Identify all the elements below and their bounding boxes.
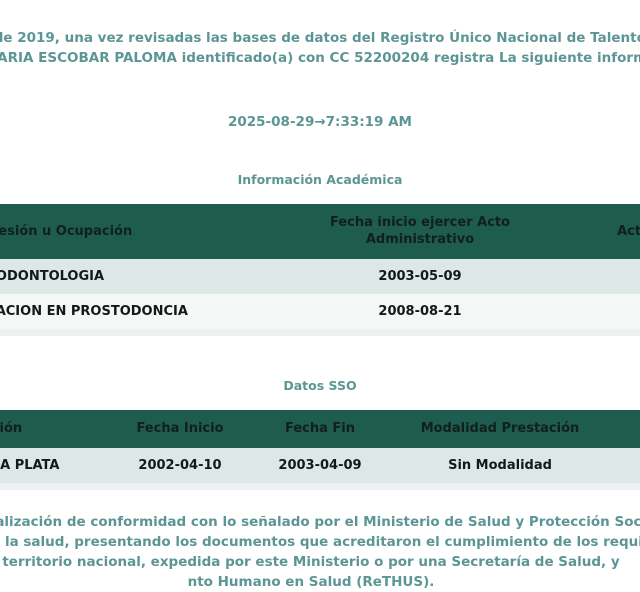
footer-paragraph: actualización de conformidad con lo seña…: [0, 490, 640, 592]
column-header-fecha-inicio-acto: Fecha inicio ejercer Acto Administrativo: [290, 204, 550, 259]
cell-profesion: ODONTOLOGIA: [0, 259, 290, 294]
column-header-fecha-inicio: Fecha Inicio: [110, 410, 250, 448]
column-header-modalidad-prestacion: Modalidad Prestación: [390, 410, 610, 448]
academic-information-table: Profesión u Ocupación Fecha inicio ejerc…: [0, 204, 640, 336]
cell-modalidad: Sin Modalidad: [390, 448, 610, 483]
section-title-sso: Datos SSO: [283, 378, 357, 393]
column-header-programa-prestacion: Programa Prestación: [610, 410, 640, 448]
section-title-academica: Información Académica: [237, 172, 403, 187]
cell-fecha-fin: 2003-04-09: [250, 448, 390, 483]
column-header-profesion: Profesión u Ocupación: [0, 204, 290, 259]
generation-timestamp: 2025-08-29→7:33:19 AM: [227, 114, 412, 130]
table-header-row: Lugar Prestación Fecha Inicio Fecha Fin …: [0, 410, 640, 448]
cell-fecha-inicio: 2002-04-10: [110, 448, 250, 483]
cell-acto: 5927: [550, 294, 640, 329]
cell-acto: 402: [550, 259, 640, 294]
column-header-fecha-fin: Fecha Fin: [250, 410, 390, 448]
table-bottom-spacer: [0, 329, 640, 336]
footer-line-2: área de la salud, presentando los docume…: [0, 534, 640, 550]
table-row: COLOMBIA|HUILA|LA PLATA 2002-04-10 2003-…: [0, 448, 640, 483]
table-row: ODONTOLOGIA 2003-05-09 402: [0, 259, 640, 294]
intro-paragraph: Decreto Ley 2106 de 2019, una vez revisa…: [0, 0, 640, 68]
table-header-row: Profesión u Ocupación Fecha inicio ejerc…: [0, 204, 640, 259]
table-row: ESPECIALIZACION EN PROSTODONCIA 2008-08-…: [0, 294, 640, 329]
cell-profesion: ESPECIALIZACION EN PROSTODONCIA: [0, 294, 290, 329]
footer-line-1: actualización de conformidad con lo seña…: [0, 514, 640, 530]
cell-fecha-inicio: 2008-08-21: [290, 294, 550, 329]
cell-programa: Odontologia: [610, 448, 640, 483]
column-header-lugar-prestacion: Lugar Prestación: [0, 410, 110, 448]
intro-line-2: ANA MARIA ESCOBAR PALOMA identificado(a)…: [0, 50, 640, 66]
footer-line-3: territorio nacional, expedida por este M…: [2, 554, 620, 570]
intro-line-1: Decreto Ley 2106 de 2019, una vez revisa…: [0, 30, 640, 46]
cell-lugar: COLOMBIA|HUILA|LA PLATA: [0, 448, 110, 483]
footer-line-4: nto Humano en Salud (ReTHUS).: [187, 574, 435, 590]
sso-data-table: Lugar Prestación Fecha Inicio Fecha Fin …: [0, 410, 640, 490]
column-header-acto-administrativo: Acto Administrativo: [550, 204, 640, 259]
cell-fecha-inicio: 2003-05-09: [290, 259, 550, 294]
table-bottom-spacer: [0, 483, 640, 490]
